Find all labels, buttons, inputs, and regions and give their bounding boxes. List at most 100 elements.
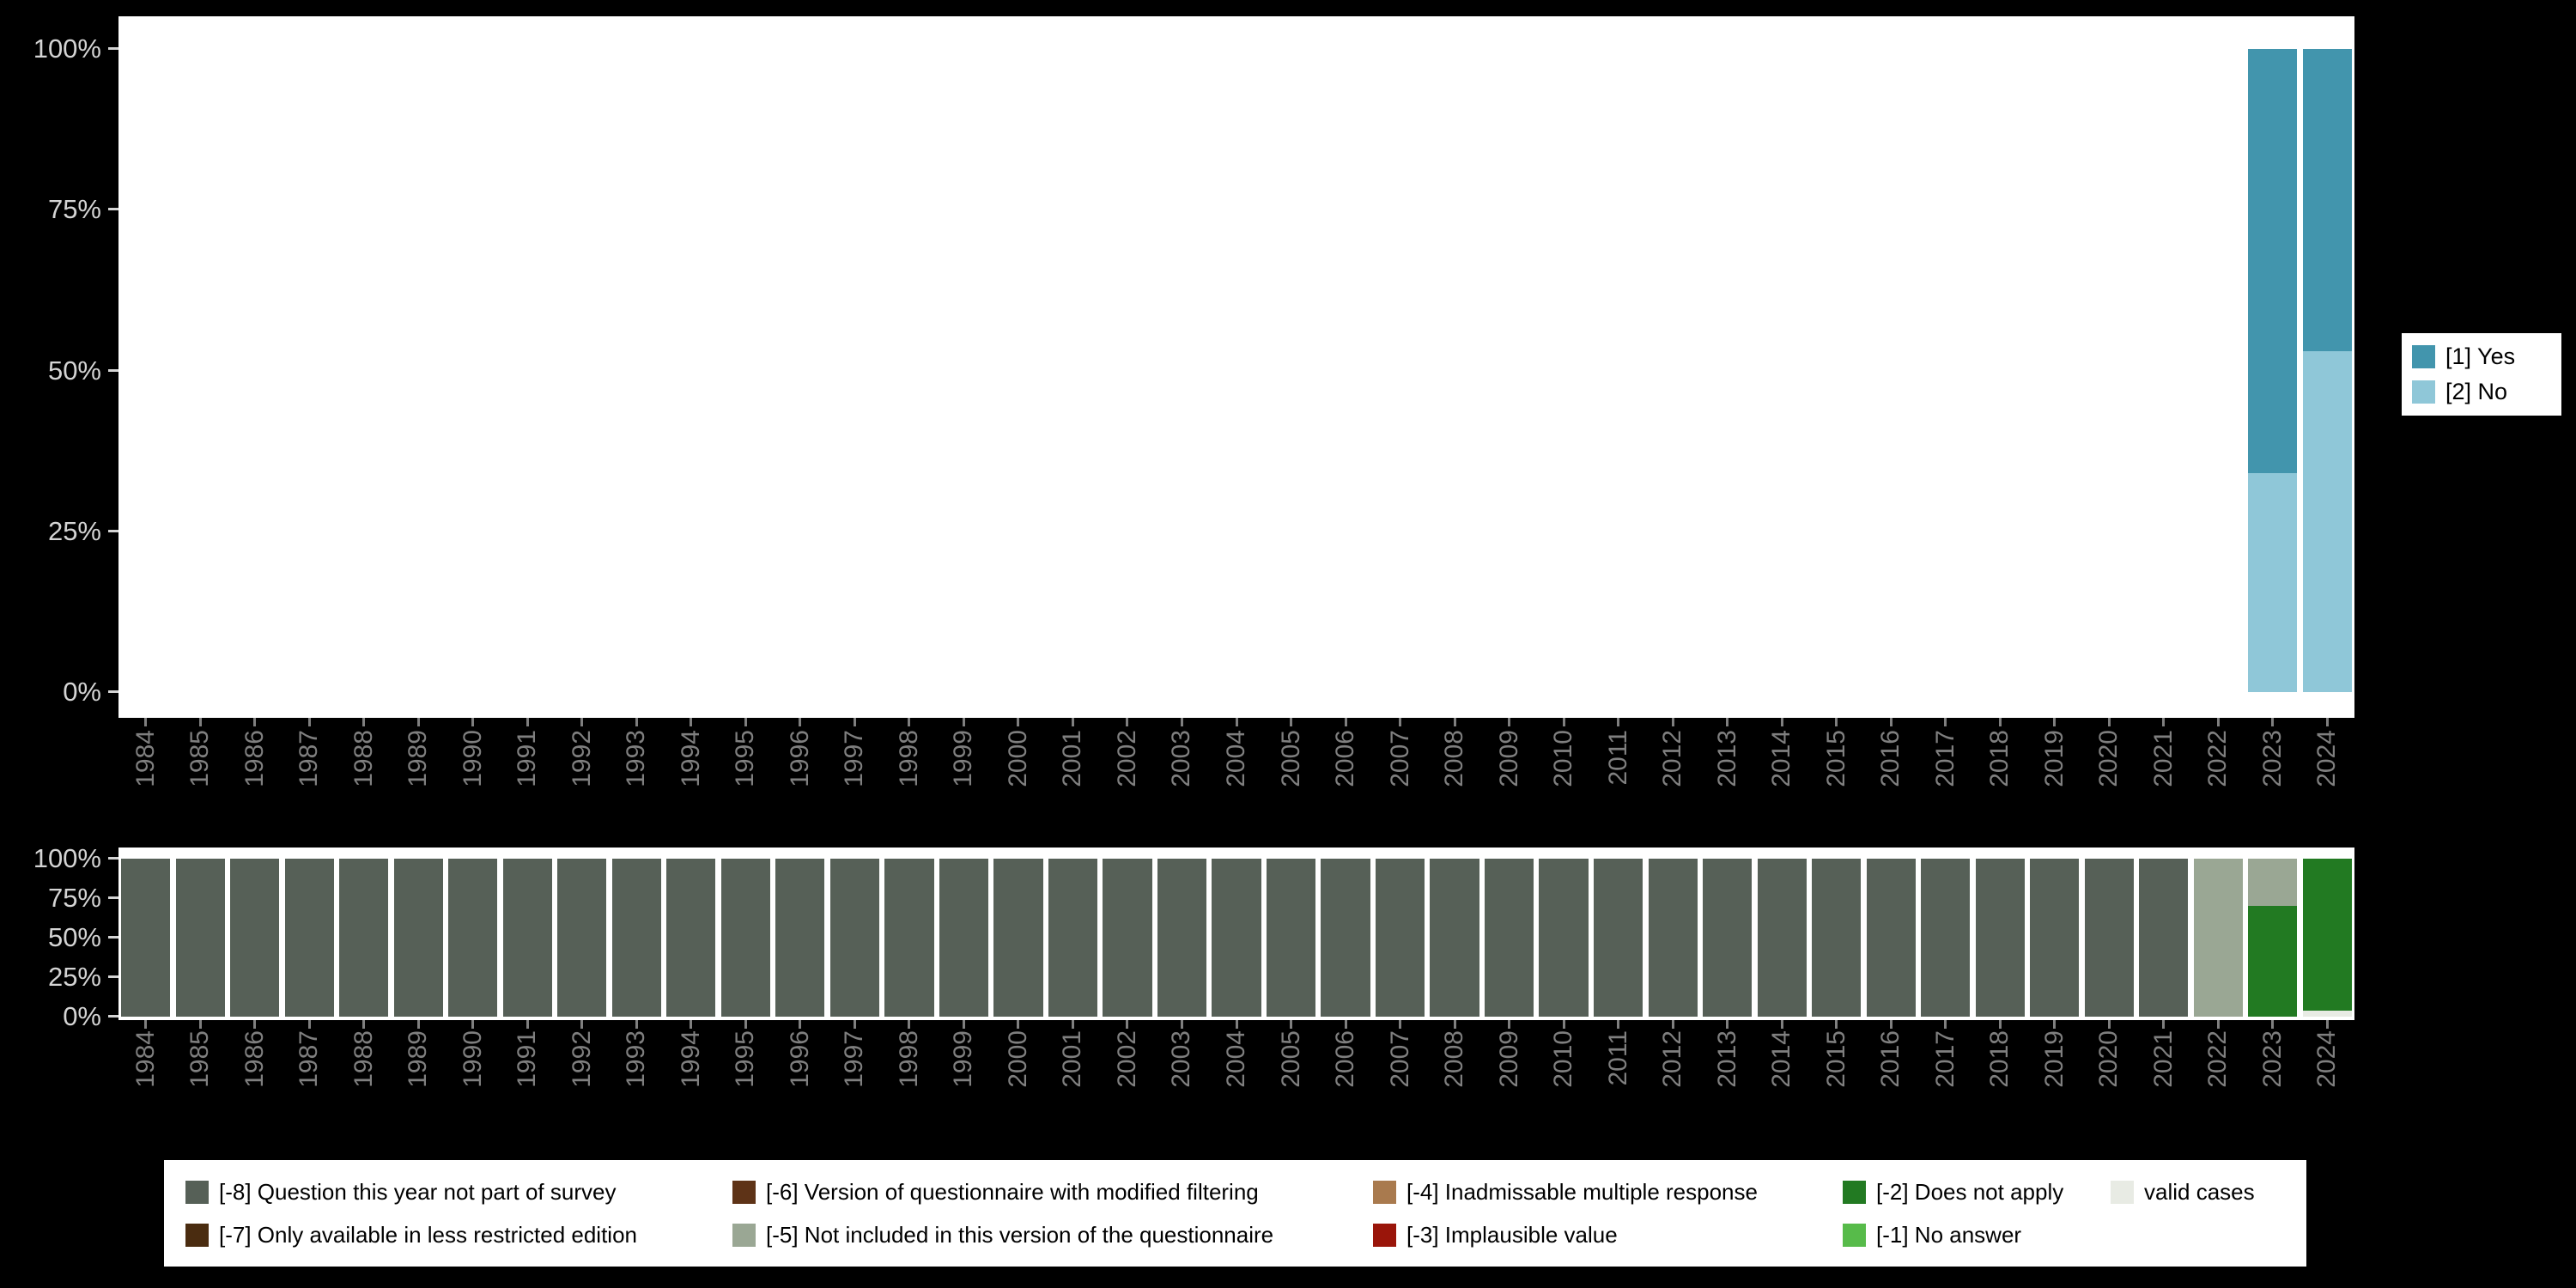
x-axis-year-label: 2006 [1331, 1030, 1360, 1088]
missing-values-by-year-bar-2009 [1484, 859, 1534, 1017]
x-axis-tick [1453, 718, 1456, 726]
legend-item-label: [-8] Question this year not part of surv… [219, 1178, 617, 1205]
legend-swatch-icon [732, 1180, 756, 1204]
y-axis-tick [108, 896, 118, 899]
missing-values-by-year-bar-2011 [1594, 859, 1643, 1017]
x-axis-year-label: 1990 [458, 1030, 487, 1088]
x-axis-year-label: 2009 [1494, 1030, 1523, 1088]
bar-segment [2248, 49, 2298, 474]
y-axis-tick [108, 368, 118, 372]
x-axis-tick [635, 1020, 638, 1029]
x-axis-tick [1290, 718, 1292, 726]
x-axis-tick [1126, 718, 1129, 726]
x-axis-year-label: 2021 [2148, 730, 2178, 787]
x-axis-year-label: 1989 [404, 1030, 433, 1088]
x-axis-year-label: 2013 [1712, 1030, 1741, 1088]
x-axis-tick [1944, 718, 1947, 726]
x-axis-tick [1671, 718, 1674, 726]
x-axis-year-label: 1999 [949, 730, 978, 787]
x-axis-tick [1944, 1020, 1947, 1029]
x-axis-tick [1235, 718, 1238, 726]
x-axis-tick [416, 1020, 420, 1029]
x-axis-tick [1344, 718, 1347, 726]
legend-item: [-6] Version of questionnaire with modif… [732, 1179, 1373, 1206]
x-axis-year-label: 1996 [785, 730, 814, 787]
x-axis-year-label: 2007 [1385, 730, 1414, 787]
missing-values-by-year-bar-2004 [1212, 859, 1261, 1017]
x-axis-tick [580, 718, 584, 726]
x-axis-tick [1835, 1020, 1838, 1029]
missing-values-by-year-bar-1997 [829, 859, 879, 1017]
missing-values-by-year-bar-2014 [1757, 859, 1807, 1017]
missing-values-by-year-bar-1994 [666, 859, 716, 1017]
x-axis-year-label: 2012 [1658, 730, 1687, 787]
legend-item-label: [1] Yes [2445, 343, 2516, 369]
legend-swatch-icon [185, 1223, 209, 1247]
y-axis-tick [108, 529, 118, 532]
missing-values-by-year-bar-2016 [1866, 859, 1916, 1017]
x-axis-tick [962, 718, 965, 726]
x-axis-tick [1071, 1020, 1074, 1029]
x-axis-year-label: 1985 [185, 730, 215, 787]
x-axis-tick [908, 718, 911, 726]
x-axis-tick [744, 1020, 747, 1029]
y-axis-tick [108, 975, 118, 978]
missing-values-by-year-bar-1986 [230, 859, 280, 1017]
x-axis-year-label: 2004 [1222, 730, 1250, 787]
missing-values-by-year-bar-2023 [2248, 859, 2298, 1017]
bar-segment [230, 859, 280, 1017]
x-axis-tick [362, 718, 366, 726]
x-axis-tick [853, 1020, 856, 1029]
x-axis-tick [2325, 718, 2329, 726]
x-axis-year-label: 1991 [513, 730, 542, 787]
x-axis-year-label: 2004 [1222, 1030, 1250, 1088]
bar-segment [175, 859, 225, 1017]
x-axis-year-label: 2007 [1385, 1030, 1414, 1088]
x-axis-tick [526, 1020, 529, 1029]
bar-segment [1157, 859, 1207, 1017]
legend-item-label: [-5] Not included in this version of the… [766, 1221, 1274, 1248]
missing-values-by-year-bar-1991 [502, 859, 552, 1017]
missing-values-by-year-bar-2001 [1048, 859, 1098, 1017]
x-axis-year-label: 2000 [1003, 1030, 1032, 1088]
bar-segment [1921, 859, 1971, 1017]
y-axis-tick [108, 936, 118, 939]
legend-swatch-icon [185, 1180, 209, 1204]
missing-values-by-year-bar-2000 [993, 859, 1043, 1017]
y-axis-tick [108, 1015, 118, 1018]
x-axis-tick [1017, 718, 1020, 726]
x-axis-tick [1290, 1020, 1292, 1029]
x-axis-tick [1726, 718, 1729, 726]
missing-values-by-year-bar-1987 [284, 859, 334, 1017]
x-axis-year-label: 1987 [295, 730, 324, 787]
missing-values-by-year-bar-2019 [2030, 859, 2080, 1017]
x-axis-year-label: 2001 [1058, 1030, 1087, 1088]
bar-segment [720, 859, 770, 1017]
x-axis-year-label: 1986 [240, 1030, 269, 1088]
missing-values-by-year-bar-2017 [1921, 859, 1971, 1017]
x-axis-tick [962, 1020, 965, 1029]
y-axis-tick [108, 857, 118, 860]
missing-values-by-year-bar-1998 [884, 859, 934, 1017]
missing-values-by-year-bar-2012 [1648, 859, 1698, 1017]
bar-segment [1703, 859, 1753, 1017]
bar-segment [448, 859, 498, 1017]
x-axis-year-label: 2000 [1003, 730, 1032, 787]
x-axis-year-label: 1989 [404, 730, 433, 787]
y-axis-tick-label: 100% [33, 843, 101, 873]
missing-values-by-year-bar-2010 [1539, 859, 1589, 1017]
y-axis-tick [108, 47, 118, 50]
x-axis-tick [1453, 1020, 1456, 1029]
x-axis-tick [1780, 718, 1783, 726]
missing-values-by-year-bar-2003 [1157, 859, 1207, 1017]
x-axis-tick [2271, 1020, 2275, 1029]
x-axis-year-label: 2023 [2257, 1030, 2287, 1088]
x-axis-year-label: 2024 [2312, 730, 2342, 787]
missings-plot-area [118, 848, 2354, 1020]
responses-by-year-bar-2023 [2248, 49, 2298, 692]
x-axis-year-label: 2019 [2039, 730, 2069, 787]
x-axis-tick [1399, 718, 1402, 726]
x-axis-year-label: 2010 [1549, 730, 1578, 787]
missing-values-by-year-bar-2021 [2139, 859, 2189, 1017]
x-axis-year-label: 1994 [676, 730, 705, 787]
